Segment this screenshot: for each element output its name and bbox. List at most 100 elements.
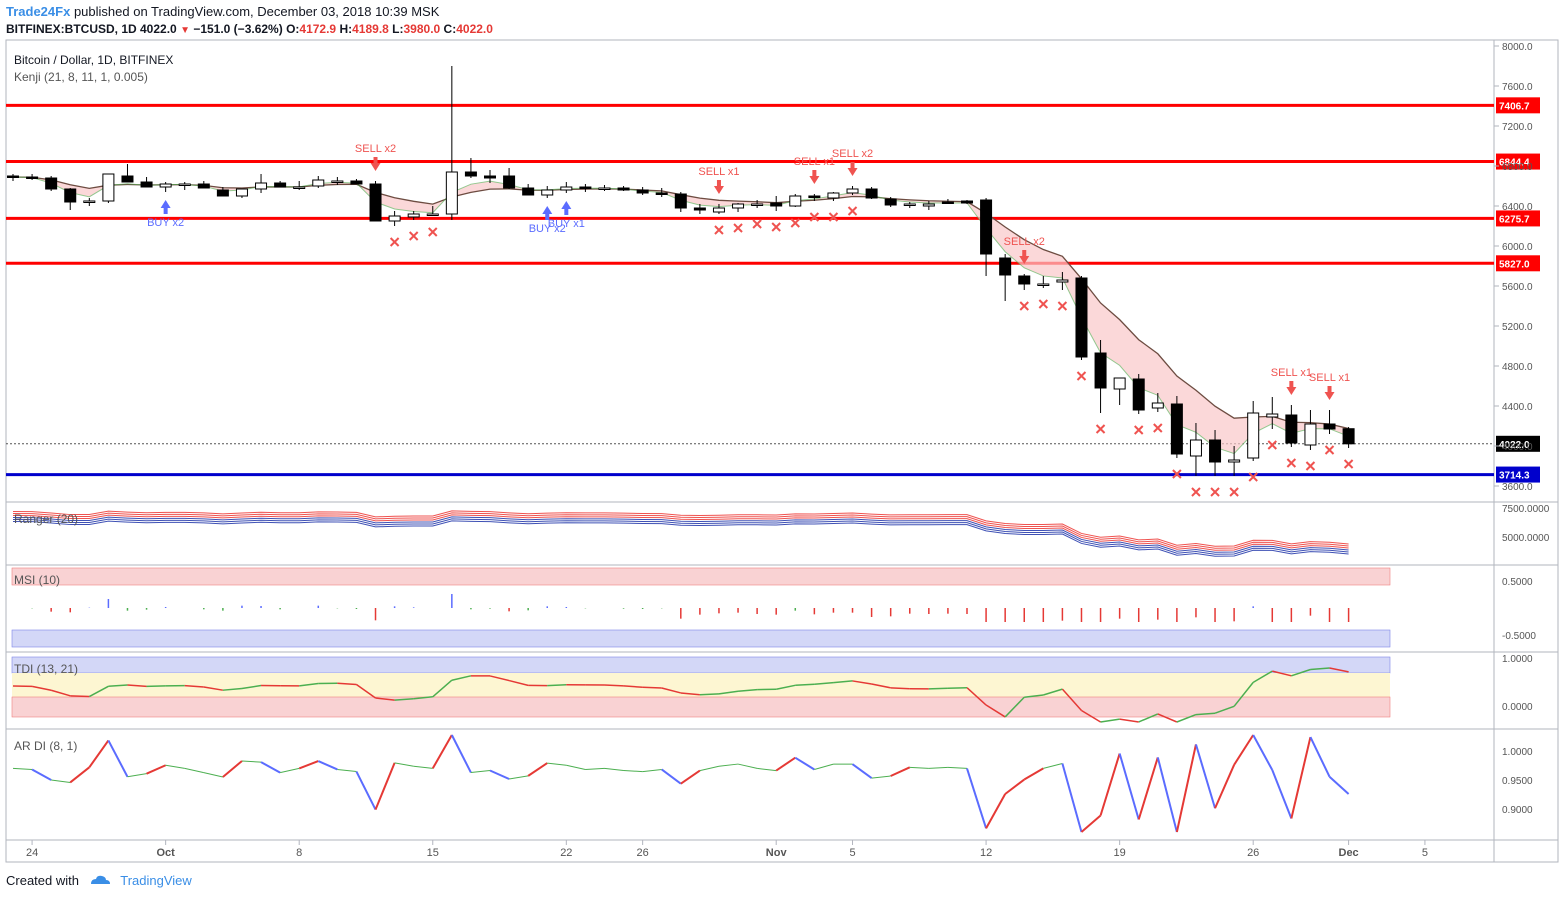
candle-body xyxy=(1342,428,1355,445)
candle-body xyxy=(980,199,993,255)
candle-body xyxy=(598,187,611,190)
candle-body xyxy=(770,202,783,207)
x-marker xyxy=(733,223,743,233)
sell-arrow-stem xyxy=(1327,386,1332,393)
tdi-segment xyxy=(203,686,224,691)
price-tick-label: 6400.0 xyxy=(1502,202,1533,213)
ardi-segment xyxy=(966,768,988,829)
x-marker xyxy=(809,212,820,222)
ardi-segment xyxy=(1175,744,1197,833)
candle-body xyxy=(1228,459,1241,463)
ardi-segment xyxy=(623,770,643,773)
tdi-pane: 1.0000 0.0000 xyxy=(11,654,1533,723)
tdi-segment xyxy=(604,684,624,687)
candle-body xyxy=(426,213,439,216)
ardi-segment xyxy=(928,766,948,769)
candle-body xyxy=(1247,412,1260,459)
brand-link[interactable]: Trade24Fx xyxy=(6,4,71,19)
tradingview-link[interactable]: TradingView xyxy=(120,873,192,888)
msi-tick-label: -0.5000 xyxy=(1502,631,1536,642)
x-marker xyxy=(714,225,724,235)
ardi-segment xyxy=(280,767,300,774)
candle-body xyxy=(712,207,725,213)
x-marker xyxy=(771,222,781,232)
buy-arrow-icon xyxy=(561,201,572,209)
candle-body xyxy=(1037,283,1050,286)
last-price-tag xyxy=(1496,435,1540,452)
ardi-segment xyxy=(794,756,815,771)
price-tick-label: 7600.0 xyxy=(1502,82,1533,93)
x-marker xyxy=(1095,424,1106,434)
candle-body xyxy=(827,192,840,199)
x-marker xyxy=(1038,299,1049,309)
time-tick-label: Nov xyxy=(766,847,788,859)
sell-signal-label: SELL x2 xyxy=(355,143,396,155)
tdi-segment xyxy=(1329,667,1349,673)
ardi-segment xyxy=(757,767,777,772)
tdi-upper-zone xyxy=(11,656,1391,674)
tdi-segment xyxy=(241,684,262,690)
sell-signal-label: SELL x1 xyxy=(698,166,739,178)
ardi-segment xyxy=(1080,814,1102,833)
ardi-segment xyxy=(1023,767,1044,781)
ardi-title: AR DI (8, 1) xyxy=(14,739,77,753)
msi-lower-zone xyxy=(11,629,1391,648)
ardi-segment xyxy=(1195,744,1216,809)
time-tick-label: Oct xyxy=(156,847,175,859)
ardi-segment xyxy=(1118,753,1140,820)
sell-arrow-stem xyxy=(812,170,817,177)
ardi-segment xyxy=(127,773,147,778)
ardi-segment xyxy=(661,768,682,785)
ranger-tick-label: 5000.0000 xyxy=(1502,533,1550,544)
ardi-segment xyxy=(775,756,796,772)
tdi-segment xyxy=(1157,713,1178,723)
tdi-segment xyxy=(1061,688,1083,712)
sell-arrow-icon xyxy=(847,168,858,176)
down-arrow-icon: ▼ xyxy=(180,25,190,36)
level-label: 5827.0 xyxy=(1499,259,1530,270)
candle-body xyxy=(407,213,420,218)
ardi-segment xyxy=(88,739,110,768)
ardi-segment xyxy=(909,766,929,769)
time-tick-label: 26 xyxy=(1247,847,1259,859)
tdi-segment xyxy=(814,681,834,685)
ardi-segment xyxy=(1271,769,1293,819)
tdi-segment xyxy=(623,685,643,689)
tdi-mid-zone xyxy=(12,673,1390,697)
sell-signal-label: SELL x1 xyxy=(1309,372,1350,384)
sell-arrow-icon xyxy=(713,186,724,194)
candle-body xyxy=(7,175,19,178)
tdi-tick-label: 1.0000 xyxy=(1502,654,1533,665)
ardi-segment xyxy=(1061,763,1083,833)
candle-body xyxy=(693,207,706,211)
candle-body xyxy=(617,187,630,191)
tdi-segment xyxy=(184,684,204,688)
candle-body xyxy=(1151,402,1164,409)
ardi-segment xyxy=(1156,757,1178,833)
candle-body xyxy=(102,173,115,202)
ardi-segment xyxy=(165,764,185,769)
ardi-pane: 1.0000 0.9500 0.9000 xyxy=(12,734,1533,833)
candles-layer xyxy=(7,66,1355,476)
tdi-segment xyxy=(31,685,52,691)
candle-body xyxy=(846,188,859,194)
time-tick-label: 22 xyxy=(560,847,572,859)
ardi-segment xyxy=(1214,764,1236,809)
ranger-band xyxy=(12,516,1349,553)
tdi-segment xyxy=(642,686,662,689)
time-tick-label: 15 xyxy=(427,847,439,859)
ranger-title: Ranger (20) xyxy=(14,512,78,526)
buy-arrow-stem xyxy=(545,213,550,220)
x-marker xyxy=(1076,371,1087,381)
price-tick-label: 8000.0 xyxy=(1502,42,1533,53)
tdi-segment xyxy=(661,687,681,694)
candle-body xyxy=(331,180,344,183)
ardi-segment xyxy=(355,771,377,811)
tdi-segment xyxy=(795,683,815,687)
tdi-segment xyxy=(1081,709,1101,723)
x-marker xyxy=(1057,301,1068,311)
tdi-segment xyxy=(737,688,758,692)
levels-layer: 7406.7 6844.4 6275.7 5827.0 3714.3 4022.0 xyxy=(6,97,1540,483)
ranger-band xyxy=(12,510,1349,547)
